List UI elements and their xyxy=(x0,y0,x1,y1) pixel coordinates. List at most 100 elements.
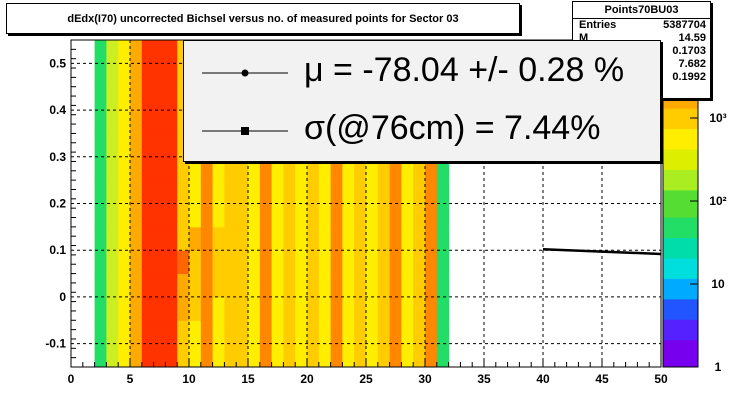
colorbar-swatch xyxy=(663,326,698,334)
heatmap-cell xyxy=(236,273,249,298)
heatmap-cell xyxy=(200,273,214,298)
heatmap-cell xyxy=(307,320,320,345)
colorbar-swatch xyxy=(663,210,698,218)
heatmap-cell xyxy=(189,343,202,368)
stats-row: 0.1992 xyxy=(573,71,710,84)
heatmap-cell xyxy=(425,343,438,368)
heatmap-cell xyxy=(342,343,355,368)
heatmap-cell xyxy=(177,296,190,321)
stats-row-value: 7.682 xyxy=(678,58,706,70)
heatmap-cell xyxy=(153,343,166,368)
heatmap-cell xyxy=(389,156,402,181)
heatmap-cell xyxy=(94,226,107,251)
x-tick-label: 0 xyxy=(68,372,75,386)
heatmap-cell xyxy=(165,273,178,298)
heatmap-cell xyxy=(366,320,379,345)
heatmap-cell xyxy=(165,63,178,88)
heatmap-cell xyxy=(94,63,107,88)
heatmap-cell xyxy=(236,343,249,368)
heatmap-cell xyxy=(94,133,107,158)
y-tick-label: 0.4 xyxy=(49,103,66,117)
colorbar-swatch xyxy=(663,135,698,143)
heatmap-cell xyxy=(259,296,273,321)
heatmap-cell xyxy=(259,226,273,251)
heatmap-cell xyxy=(200,320,214,345)
heatmap-cell xyxy=(141,63,155,88)
heatmap-cell xyxy=(283,296,296,321)
heatmap-cell xyxy=(248,296,261,321)
y-tick-label: 0.5 xyxy=(49,56,66,70)
heatmap-cell xyxy=(342,180,355,204)
heatmap-cell xyxy=(177,226,190,251)
legend-entry-mu: μ = -78.04 +/- 0.28 % xyxy=(184,45,660,101)
heatmap-cell xyxy=(177,343,190,368)
heatmap-cell xyxy=(425,320,438,345)
heatmap-cell xyxy=(200,226,214,251)
y-tick-label: 0.2 xyxy=(49,197,66,211)
legend-text-sigma: σ(@76cm) = 7.44% xyxy=(304,109,601,147)
heatmap-cell xyxy=(283,203,296,228)
heatmap-cell xyxy=(259,343,273,368)
heatmap-cell xyxy=(366,296,379,321)
heatmap-cell xyxy=(141,86,155,111)
x-tick-label: 25 xyxy=(359,372,373,386)
heatmap-cell xyxy=(153,156,166,181)
heatmap-cell xyxy=(307,203,320,228)
heatmap-cell xyxy=(307,343,320,368)
colorbar-swatch xyxy=(663,155,698,164)
heatmap-cell xyxy=(318,226,332,251)
heatmap-cell xyxy=(389,250,402,275)
heatmap-cell xyxy=(130,226,143,251)
heatmap-cell xyxy=(389,320,402,345)
heatmap-cell xyxy=(165,156,178,181)
heatmap-cell xyxy=(413,156,426,181)
heatmap-cell xyxy=(212,273,225,298)
colorbar-swatch xyxy=(663,142,698,150)
heatmap-cell xyxy=(236,180,249,204)
heatmap-cell xyxy=(141,180,155,204)
heatmap-cell xyxy=(153,320,166,345)
heatmap-cell xyxy=(212,343,225,368)
heatmap-cell xyxy=(436,343,450,368)
heatmap-cell xyxy=(106,180,119,204)
heatmap-cell xyxy=(259,320,273,345)
heatmap-cell xyxy=(342,203,355,228)
legend: μ = -78.04 +/- 0.28 % σ(@76cm) = 7.44% xyxy=(183,40,661,162)
heatmap-cell xyxy=(106,226,119,251)
stats-row-value: 14.59 xyxy=(678,32,706,44)
heatmap-cell xyxy=(318,273,332,298)
heatmap-cell xyxy=(377,156,391,181)
heatmap-cell xyxy=(165,203,178,228)
heatmap-cell xyxy=(165,296,178,321)
heatmap-cell xyxy=(130,40,143,64)
colorbar-swatch xyxy=(663,312,698,320)
heatmap-cell xyxy=(354,226,367,251)
heatmap-cell xyxy=(259,180,273,204)
heatmap-cell xyxy=(165,180,178,204)
heatmap-cell xyxy=(165,86,178,111)
colorbar-swatch xyxy=(663,114,698,123)
heatmap-cell xyxy=(401,343,414,368)
heatmap-cell xyxy=(141,156,155,181)
heatmap-cell xyxy=(389,226,402,251)
heatmap-cell xyxy=(106,343,119,368)
heatmap-cell xyxy=(330,226,343,251)
heatmap-cell xyxy=(141,273,155,298)
heatmap-cell xyxy=(118,226,131,251)
colorbar-swatch xyxy=(663,244,698,252)
heatmap-cell xyxy=(366,250,379,275)
heatmap-cell xyxy=(330,320,343,345)
heatmap-cell xyxy=(354,250,367,275)
heatmap-cell xyxy=(106,320,119,345)
heatmap-cell xyxy=(106,250,119,275)
heatmap-cell xyxy=(212,226,225,251)
heatmap-cell xyxy=(436,156,450,181)
colorbar-swatch xyxy=(663,121,698,130)
heatmap-cell xyxy=(283,273,296,298)
heatmap-cell xyxy=(271,203,284,228)
stats-entries-value: 5387704 xyxy=(663,19,706,31)
heatmap-cell xyxy=(153,180,166,204)
heatmap-cell xyxy=(130,133,143,158)
y-tick-label: 0.3 xyxy=(49,150,66,164)
stats-row-value: 0.1703 xyxy=(672,45,706,57)
